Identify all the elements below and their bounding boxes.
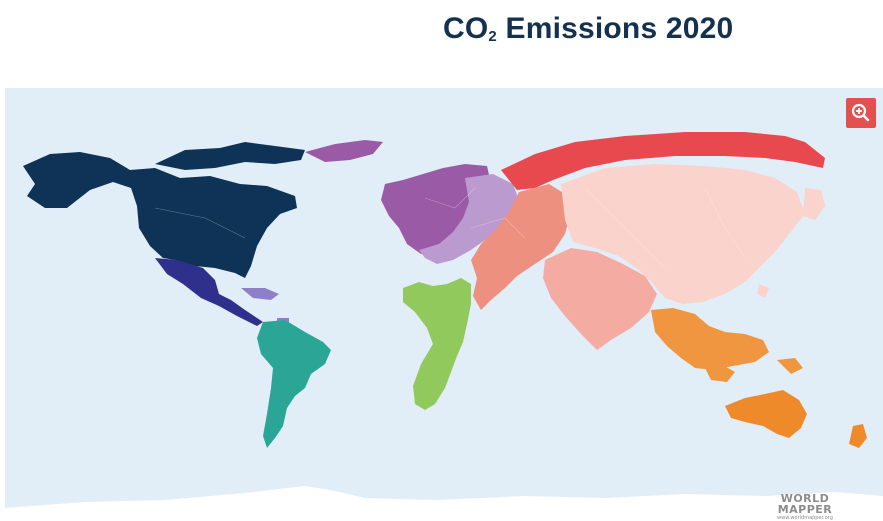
logo-line-url: www.worldmapper.org <box>777 515 833 521</box>
region-antarctica <box>5 486 883 521</box>
region-central-america <box>155 258 263 326</box>
cartogram-map[interactable] <box>5 88 883 521</box>
region-africa <box>403 278 471 410</box>
map-borders <box>154 187 746 269</box>
map-frame[interactable]: WORLD MAPPER www.worldmapper.org <box>5 88 883 521</box>
region-eastern-europe <box>419 174 519 264</box>
worldmapper-logo: WORLD MAPPER www.worldmapper.org <box>770 493 840 521</box>
region-north-america <box>23 152 297 278</box>
logo-line-mapper: MAPPER <box>777 503 833 516</box>
zoom-in-button[interactable] <box>846 98 876 128</box>
region-russia <box>501 132 825 190</box>
title-subscript: 2 <box>488 28 497 45</box>
region-western-europe <box>381 164 491 254</box>
region-east-asia <box>561 164 805 304</box>
title-rest: Emissions 2020 <box>496 12 734 45</box>
page-title: CO2 Emissions 2020 <box>443 12 733 46</box>
logo-line-world: WORLD <box>780 492 830 505</box>
region-caribbean <box>241 288 289 328</box>
zoom-in-icon <box>851 103 870 122</box>
region-australia <box>725 390 807 438</box>
region-middle-east <box>471 184 571 310</box>
region-arctic-canada <box>155 142 305 170</box>
region-south-america <box>257 320 331 448</box>
region-japan <box>757 188 825 298</box>
region-south-asia <box>543 248 657 350</box>
region-new-zealand <box>849 424 867 448</box>
region-southeast-asia <box>651 308 803 382</box>
region-greenland <box>305 140 383 162</box>
title-co: CO <box>443 12 489 45</box>
